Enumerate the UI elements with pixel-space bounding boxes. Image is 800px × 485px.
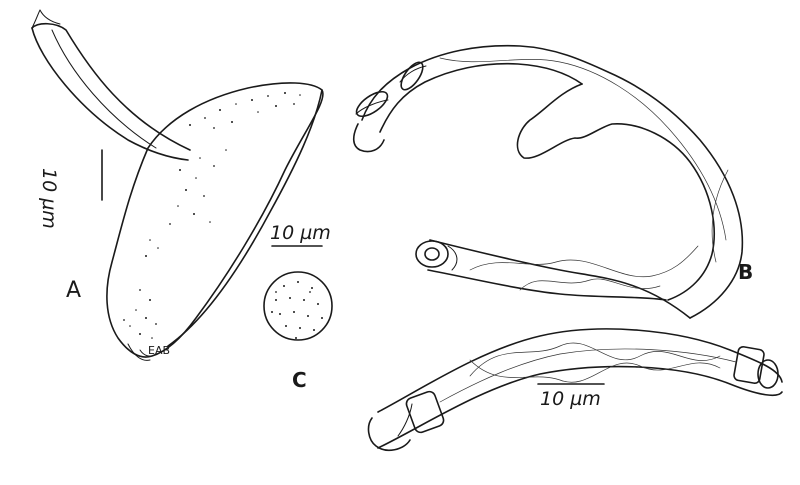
figure-b: [352, 44, 744, 319]
figure-bottom-tube: [367, 328, 783, 452]
panel-label-b: B: [738, 260, 754, 284]
figure-c: [263, 245, 333, 341]
scale-label-bottom: 10 µm: [540, 388, 601, 410]
scale-label-a: 10 µm: [38, 168, 60, 229]
panel-label-a: A: [66, 278, 82, 303]
figure-a: [31, 9, 324, 361]
scale-label-c: 10 µm: [270, 222, 331, 244]
panel-label-c: C: [292, 368, 307, 392]
artist-signature: EAB: [148, 344, 171, 357]
